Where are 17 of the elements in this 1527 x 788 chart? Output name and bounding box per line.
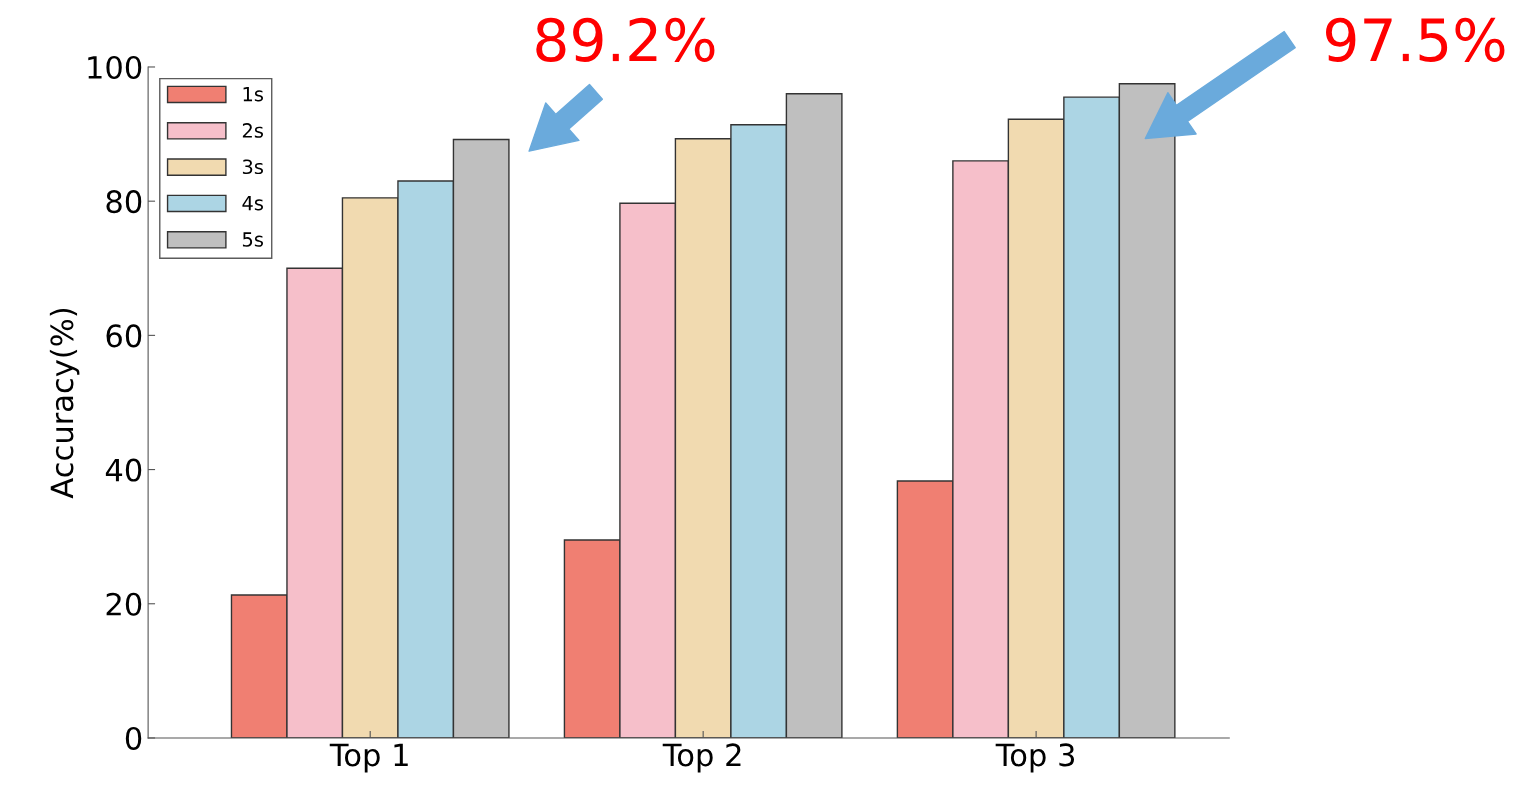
legend-label: 1s: [243, 87, 263, 102]
text: 97.5%: [1326, 17, 1505, 62]
legend-label: 4s: [242, 195, 263, 211]
text: 89.2%: [536, 17, 715, 62]
x-tick-label: Top 3: [995, 743, 1075, 773]
y-tick-label: 60: [106, 324, 142, 348]
y-tick-label: 100: [88, 55, 142, 80]
legend-label: 2s: [242, 123, 263, 138]
legend-label: 3s: [242, 159, 263, 175]
x-tick-label: Top 1: [329, 743, 408, 773]
y-tick-label: 80: [106, 190, 142, 214]
y-axis-title: Accuracy(%): [49, 308, 80, 499]
y-tick-label: 20: [106, 592, 142, 616]
legend-label: 5s: [242, 232, 263, 247]
y-tick-label: 40: [105, 458, 142, 482]
y-tick-label: 0: [125, 726, 142, 751]
x-tick-label: Top 2: [662, 743, 741, 773]
